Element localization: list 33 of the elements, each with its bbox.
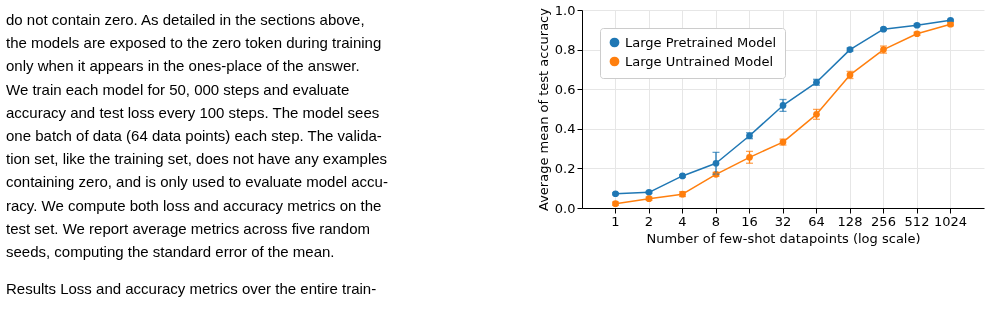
y-tick-label: 0.2	[554, 160, 576, 176]
x-tick-label: 1024	[933, 213, 968, 229]
x-tick-label: 4	[678, 213, 687, 229]
text: do not contain zero. As detailed in the sections above,	[6, 11, 365, 28]
y-tick-label: 0.6	[554, 81, 576, 97]
y-axis-title: Average mean of test accuracy	[535, 7, 551, 211]
text: We train each model for 50, 000 steps and evaluate	[6, 80, 350, 98]
text: test set. We report average metrics across five random	[6, 219, 371, 237]
legend-label: Large Untrained Model	[625, 53, 774, 69]
text: one batch of data (64 data points) each step. The valida-	[6, 127, 382, 144]
y-tick-label: 0.8	[554, 42, 576, 58]
text: tion set, like the training set, does not have any examples	[6, 150, 388, 168]
text: accuracy and test loss every 100 steps. The model sees	[6, 103, 380, 121]
text: only when it appears in the ones-place of the answer.	[6, 57, 360, 75]
text: Results Loss and accuracy metrics over the entire train-	[6, 280, 377, 298]
y-tick-label: 0.0	[554, 200, 576, 216]
x-tick-label: 8	[711, 213, 721, 229]
y-tick-label: 1.0	[554, 2, 576, 18]
x-tick-label: 16	[741, 213, 758, 229]
legend-label: Large Pretrained Model	[625, 34, 777, 50]
x-tick-label: 2	[644, 213, 654, 229]
x-tick-label: 32	[774, 213, 792, 229]
text: seeds, computing the standard error of the mean.	[6, 243, 335, 260]
x-tick-label: 256	[871, 213, 896, 229]
x-tick-label: 1	[611, 213, 620, 229]
text: racy. We compute both loss and accuracy metrics on the	[6, 196, 382, 214]
x-tick-label: 512	[904, 213, 930, 229]
text: containing zero, and is only used to evaluate model accu-	[6, 173, 388, 191]
x-axis-title: Number of few-shot datapoints (log scale)	[646, 230, 921, 246]
y-tick-label: 0.4	[554, 121, 576, 137]
text: the models are exposed to the zero token during training	[6, 34, 382, 52]
x-tick-label: 64	[808, 213, 825, 229]
x-tick-label: 128	[837, 213, 863, 229]
